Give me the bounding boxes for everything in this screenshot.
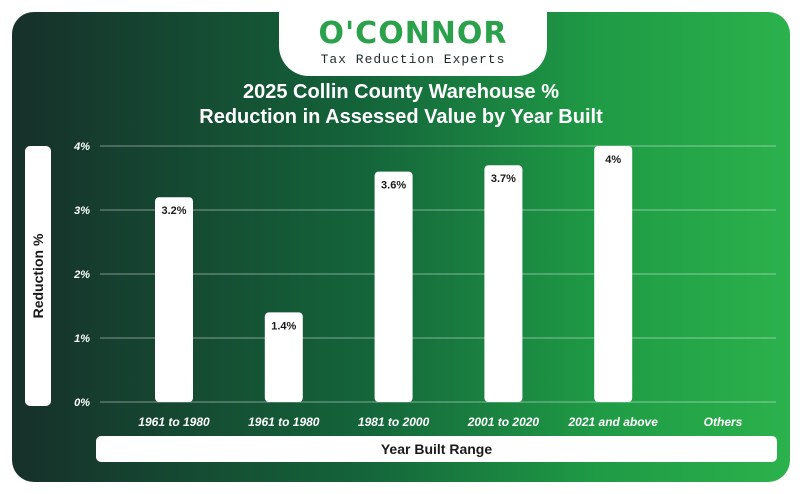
x-tick-label: 1981 to 2000 [358, 415, 430, 429]
logo: O'CONNOR Tax Reduction Experts [279, 12, 547, 76]
chart-title: 2025 Collin County Warehouse % Reduction… [0, 80, 802, 130]
x-tick-label: 1961 to 1980 [248, 415, 320, 429]
chart-title-line-2: Reduction in Assessed Value by Year Buil… [199, 106, 603, 128]
y-tick-label: 3% [74, 205, 90, 217]
logo-tagline: Tax Reduction Experts [320, 52, 506, 67]
x-tick-label: 2001 to 2020 [467, 415, 540, 429]
y-tick-label: 1% [74, 333, 90, 345]
bar [484, 165, 523, 402]
bar [374, 171, 413, 402]
x-tick-label: Others [704, 415, 743, 429]
bar [155, 197, 193, 402]
chart-title-line-1: 2025 Collin County Warehouse % [243, 81, 559, 103]
data-label: 3.2% [161, 205, 186, 217]
y-tick-label: 2% [73, 269, 90, 281]
y-axis-label-box [25, 146, 51, 406]
y-tick-label: 4% [73, 141, 90, 153]
x-tick-label: 1961 to 1980 [138, 415, 210, 429]
data-label: 1.4% [271, 320, 296, 332]
bar [264, 312, 303, 402]
data-label: 3.6% [381, 180, 406, 192]
x-axis-label: Year Built Range [96, 436, 777, 462]
bar [594, 146, 633, 402]
y-tick-label: 0% [74, 397, 90, 409]
x-tick-label: 2021 and above [568, 415, 659, 429]
logo-wordmark: O'CONNOR [318, 16, 508, 51]
data-label: 3.7% [491, 173, 516, 185]
data-label: 4% [605, 154, 621, 166]
